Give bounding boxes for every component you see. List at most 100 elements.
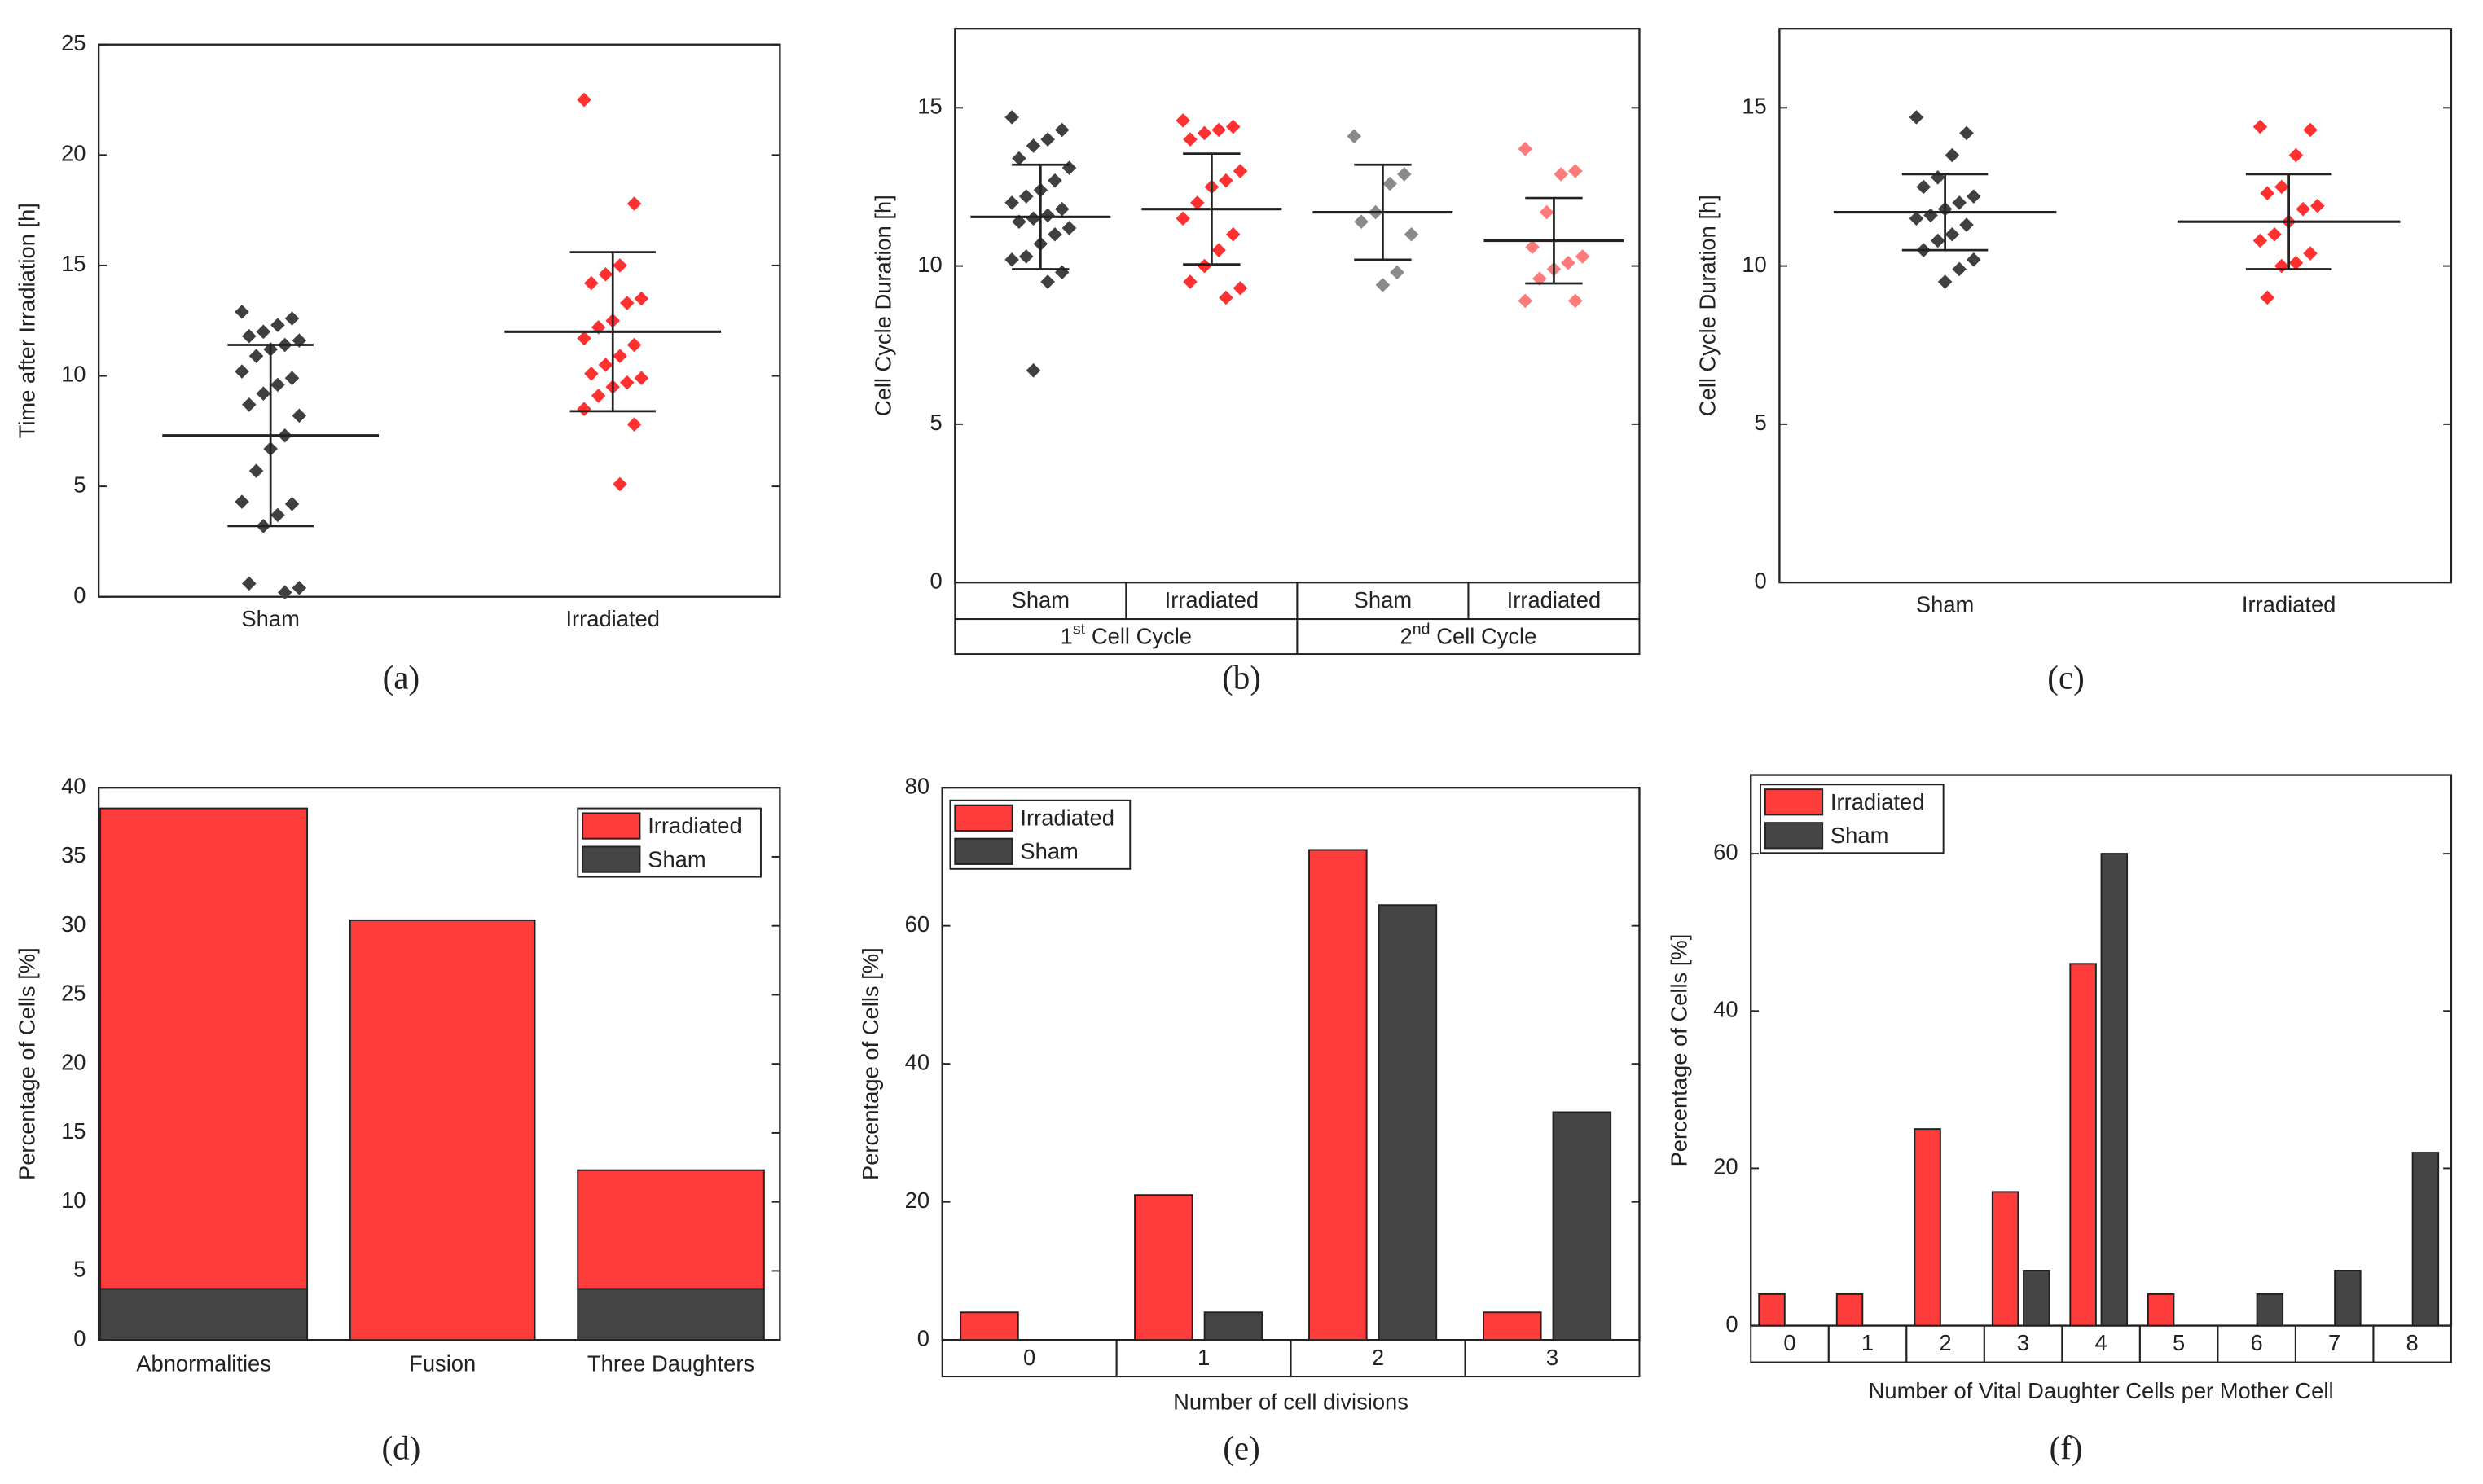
plot-frame <box>97 43 781 598</box>
panel-caption: (e) <box>1223 1429 1260 1466</box>
y-axis-label: Cell Cycle Duration [h] <box>1695 195 1721 416</box>
y-tick-label: 10 <box>1742 252 1766 277</box>
point <box>1054 265 1070 280</box>
point <box>1018 189 1034 204</box>
bar-segment <box>577 1288 765 1341</box>
point <box>1061 221 1077 235</box>
point <box>1211 122 1226 138</box>
point <box>598 266 613 282</box>
point <box>1909 211 1924 226</box>
point <box>613 258 627 273</box>
point <box>1952 195 1967 210</box>
point <box>1183 132 1198 147</box>
point <box>2274 258 2289 274</box>
legend-swatch <box>954 804 1013 832</box>
x-tick-label: 5 <box>2173 1330 2185 1355</box>
x-tick-label: Irradiated <box>2242 592 2336 617</box>
point <box>235 305 249 319</box>
point <box>2267 226 2282 242</box>
point <box>284 497 300 511</box>
point <box>1525 239 1540 255</box>
point <box>1916 179 1931 195</box>
y-tick-label: 0 <box>929 568 942 593</box>
point <box>1026 138 1041 153</box>
x-tick-label: 8 <box>2406 1330 2419 1355</box>
y-tick-label: 25 <box>61 30 86 55</box>
y-tick-label: 30 <box>61 911 86 937</box>
y-tick-label: 10 <box>917 252 942 277</box>
bar-segment <box>99 807 309 1290</box>
y-tick-label: 40 <box>1713 996 1738 1021</box>
y-tick-label: 20 <box>61 141 86 166</box>
point <box>1945 226 1960 242</box>
point <box>1952 261 1967 277</box>
point <box>1347 129 1362 144</box>
x-tick-label: Irradiated <box>565 606 660 631</box>
point <box>241 576 257 591</box>
point <box>626 337 642 353</box>
bar <box>1483 1311 1542 1341</box>
bar <box>2069 963 2097 1327</box>
point <box>1233 164 1248 178</box>
bar <box>1991 1191 2019 1327</box>
group-label: 2nd Cell Cycle <box>1400 621 1537 649</box>
y-axis-label: Percentage of Cells [%] <box>1666 934 1691 1167</box>
x-axis-label: Number of Vital Daughter Cells per Mothe… <box>1869 1378 2334 1403</box>
point <box>1225 119 1241 134</box>
panel-caption: (a) <box>383 659 420 696</box>
point <box>241 397 257 412</box>
point <box>1233 280 1248 296</box>
point <box>277 585 292 600</box>
group-suffix: st <box>1073 621 1086 639</box>
point <box>1404 226 1419 242</box>
point <box>598 358 613 372</box>
bar <box>1758 1293 1786 1327</box>
point <box>284 371 300 386</box>
point <box>1959 217 1974 232</box>
bar-segment <box>577 1169 765 1290</box>
point <box>270 318 285 332</box>
point <box>577 331 591 346</box>
y-tick-label: 60 <box>1713 839 1738 864</box>
point <box>248 349 264 363</box>
y-tick-label: 20 <box>905 1188 929 1213</box>
x-tick-label: Sham <box>1354 587 1412 612</box>
point <box>1004 252 1019 267</box>
point <box>1225 226 1241 242</box>
point <box>613 476 627 492</box>
point <box>1568 164 1583 178</box>
y-tick-label: 5 <box>73 1257 86 1282</box>
point <box>1176 211 1190 226</box>
group-cell <box>1296 618 1641 656</box>
legend-label: Sham <box>1830 823 1888 848</box>
point <box>2252 119 2268 134</box>
point <box>584 275 599 291</box>
x-tick-label: Three Daughters <box>587 1351 754 1376</box>
point <box>1061 160 1077 175</box>
point <box>2260 186 2275 201</box>
legend-swatch <box>582 845 641 873</box>
point <box>1026 211 1041 226</box>
bar <box>2100 853 2129 1327</box>
y-tick-label: 35 <box>61 842 86 867</box>
point <box>1966 252 1981 267</box>
bar <box>1203 1311 1263 1341</box>
point <box>1219 290 1233 305</box>
legend-swatch <box>954 837 1013 865</box>
y-tick-label: 40 <box>905 1049 929 1074</box>
y-axis-label: Cell Cycle Duration [h] <box>871 195 896 416</box>
y-tick-label: 5 <box>929 410 942 435</box>
y-tick-label: 15 <box>917 94 942 119</box>
point <box>1018 249 1034 264</box>
point <box>1048 173 1062 188</box>
y-tick-label: 0 <box>917 1325 929 1350</box>
y-axis-label: Time after Irradiation [h] <box>14 203 39 438</box>
group-text: Cell Cycle <box>1092 624 1192 649</box>
bar <box>1134 1194 1193 1341</box>
point <box>1568 293 1583 309</box>
bar-segment <box>99 1288 309 1341</box>
y-tick-label: 20 <box>61 1049 86 1074</box>
point <box>292 581 307 595</box>
legend-swatch <box>1764 822 1824 850</box>
